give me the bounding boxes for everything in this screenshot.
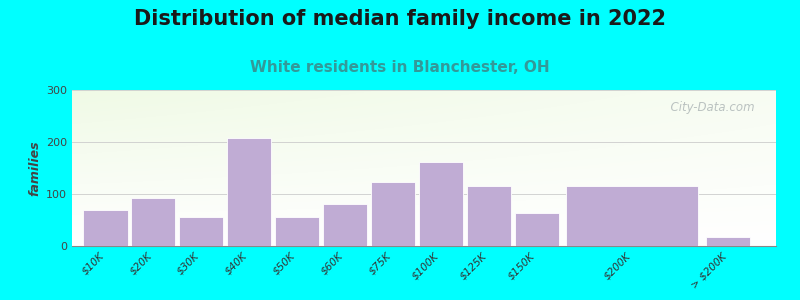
Text: Distribution of median family income in 2022: Distribution of median family income in … xyxy=(134,9,666,29)
Bar xyxy=(418,162,462,246)
Y-axis label: families: families xyxy=(29,140,42,196)
Text: City-Data.com: City-Data.com xyxy=(663,101,755,114)
Bar xyxy=(227,138,271,246)
Bar xyxy=(514,213,558,246)
Bar xyxy=(706,237,750,246)
Bar xyxy=(131,198,175,246)
Text: White residents in Blanchester, OH: White residents in Blanchester, OH xyxy=(250,60,550,75)
Bar xyxy=(83,210,127,246)
Bar xyxy=(323,204,367,246)
Bar xyxy=(466,186,510,246)
Bar xyxy=(179,218,223,246)
Bar xyxy=(566,186,698,246)
Bar xyxy=(371,182,415,246)
Bar xyxy=(275,218,319,246)
